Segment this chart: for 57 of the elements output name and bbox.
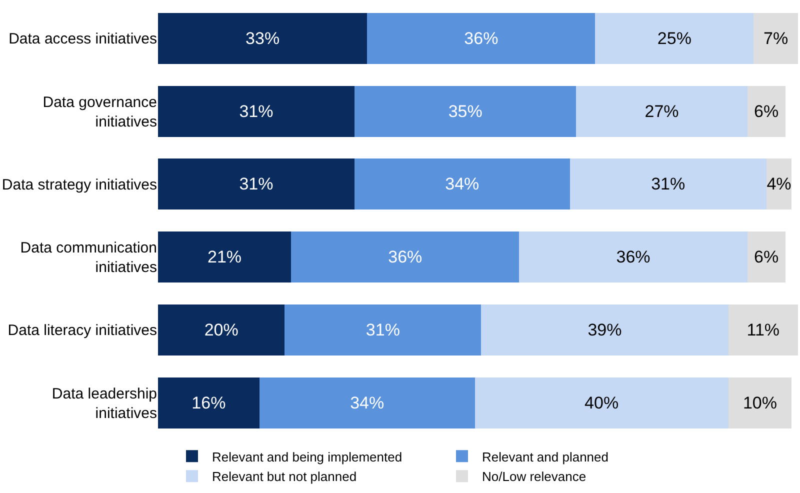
bar <box>570 158 766 210</box>
data-label: 36% <box>388 248 422 267</box>
bar <box>158 12 368 64</box>
data-label: 36% <box>464 28 498 48</box>
bar <box>576 86 748 137</box>
bar <box>747 232 786 283</box>
y-tick-label: Data strategy initiatives <box>2 176 157 194</box>
bar <box>367 12 596 64</box>
bar <box>354 86 576 137</box>
data-label: 31% <box>239 102 274 121</box>
bar <box>354 158 570 210</box>
bar <box>728 377 792 428</box>
legend-label: Relevant and being implemented <box>212 449 402 464</box>
data-label: 10% <box>742 393 777 412</box>
data-label: 4% <box>766 174 792 194</box>
data-label: 11% <box>746 320 780 340</box>
bar <box>754 12 798 64</box>
bar <box>158 377 260 428</box>
bar <box>158 304 285 356</box>
bar <box>481 304 728 356</box>
y-tick-label: Data access initiatives <box>8 30 157 48</box>
bar <box>474 377 728 428</box>
bar <box>259 377 475 428</box>
data-label: 21% <box>208 248 242 267</box>
data-label: 31% <box>366 320 400 340</box>
legend-label: Relevant and planned <box>482 449 608 464</box>
bar <box>519 232 748 283</box>
bar <box>158 232 292 283</box>
data-label: 7% <box>764 28 788 48</box>
data-label: 6% <box>754 102 779 121</box>
bar <box>747 86 786 137</box>
bar <box>291 232 520 283</box>
legend-label: Relevant but not planned <box>212 469 357 484</box>
data-label: 34% <box>445 174 480 194</box>
data-label: 33% <box>246 28 280 48</box>
bar <box>158 86 354 137</box>
data-label: 31% <box>651 174 686 194</box>
data-label: 20% <box>204 320 238 340</box>
y-tick-label: Data governance initiatives <box>42 94 157 130</box>
y-tick-label: Data literacy initiatives <box>8 322 157 340</box>
data-label: 31% <box>239 174 274 194</box>
y-tick-label: Data leadership initiatives <box>52 385 157 422</box>
bar <box>284 304 482 356</box>
data-label: 25% <box>657 28 692 48</box>
legend-label: No/Low relevance <box>482 469 586 484</box>
data-label: 6% <box>754 248 779 267</box>
data-label: 27% <box>644 102 679 121</box>
bar <box>595 12 754 64</box>
data-label: 34% <box>350 393 384 412</box>
y-tick-label: Data communication initiatives <box>20 240 157 276</box>
data-label: 16% <box>192 393 226 412</box>
data-label: 39% <box>588 320 622 340</box>
data-label: 35% <box>448 102 482 121</box>
data-label: 40% <box>584 393 619 412</box>
bar <box>728 304 798 356</box>
data-label: 36% <box>616 248 650 267</box>
bar <box>158 158 354 210</box>
